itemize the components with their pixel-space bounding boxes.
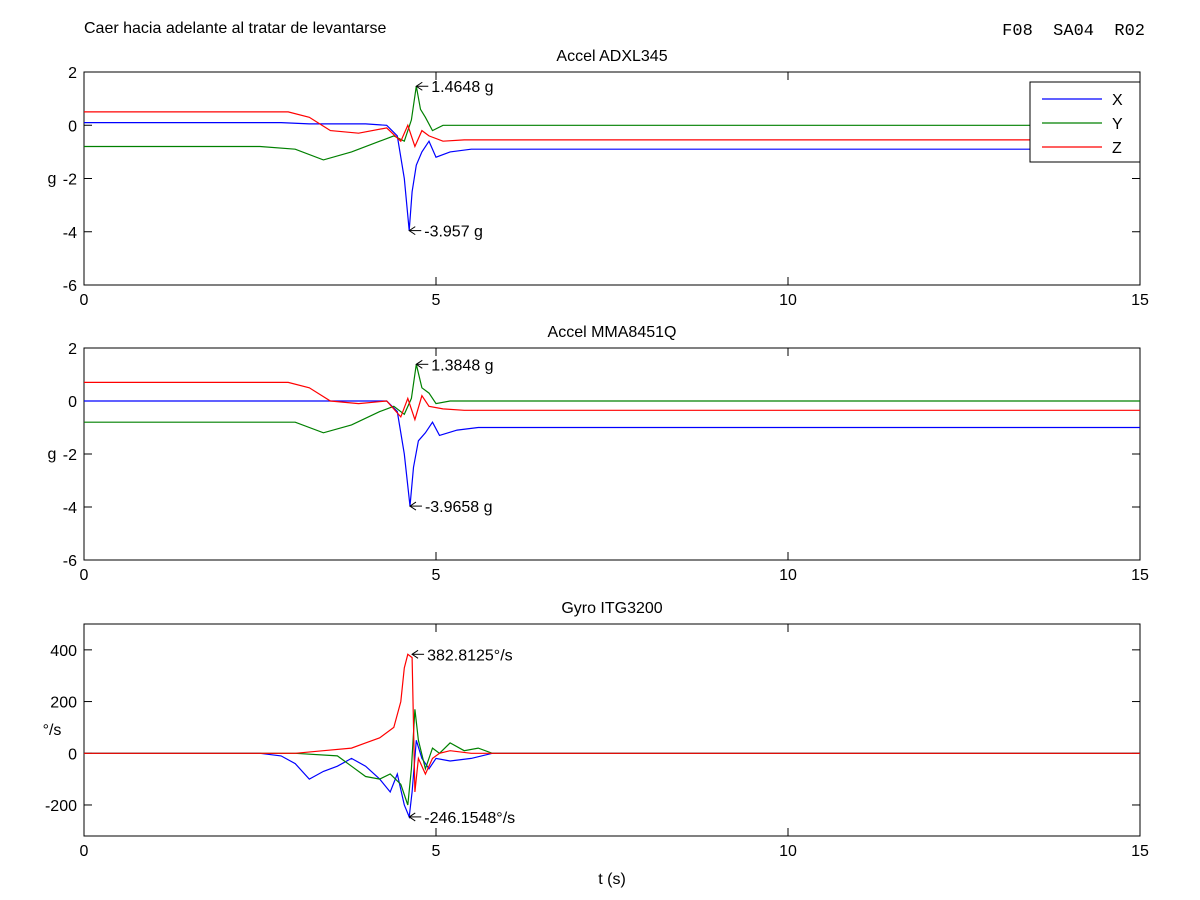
x-tick-label: 15 [1131,843,1149,860]
annotation-label: -3.957 g [424,224,483,241]
x-tick-label: 5 [432,843,441,860]
annotation-arrowhead [409,501,417,511]
series-group [84,364,1140,507]
y-axis-label: g [48,446,57,463]
subplots-group: Accel ADXL345 0 5 10 15 -6 -4 -2 0 2 g 1.4648 g -3.9… [43,48,1149,888]
x-tick-label: 5 [432,567,441,584]
x-tick-label: 10 [779,567,797,584]
y-tick-label: -2 [63,447,77,464]
y-tick-label: -4 [63,225,77,242]
y-tick-label: 400 [50,643,77,660]
y-tick-label: 0 [68,118,77,135]
annotation-label: 1.3848 g [431,357,493,374]
y-tick-label: 2 [68,65,77,82]
legend-label-z: Z [1112,140,1122,157]
y-tick-label: 2 [68,341,77,358]
series-line-x [84,740,1140,820]
x-tick-label: 10 [779,292,797,309]
y-tick-label: -6 [63,278,77,295]
subplot-1: Accel ADXL345 0 5 10 15 -6 -4 -2 0 2 g 1.4648 g -3.9… [48,48,1149,309]
x-axis-label: t (s) [598,871,626,888]
series-line-y [84,364,1140,434]
axes-box [83,623,1141,837]
legend: XYZ [1029,81,1141,163]
annotation-label: -246.1548°/s [424,810,515,827]
x-tick-label: 0 [80,292,89,309]
x-tick-label: 15 [1131,292,1149,309]
y-axis-label: °/s [43,722,62,739]
series-line-x [84,121,1140,231]
annotation-arrowhead [408,226,416,236]
y-tick-label: 0 [68,746,77,763]
x-tick-label: 10 [779,843,797,860]
x-tick-label: 5 [432,292,441,309]
annotation-arrowhead [411,649,419,659]
subplot-2: Accel MMA8451Q 0 5 10 15 -6 -4 -2 0 2 g 1.3848 g -3.… [48,324,1149,584]
x-tick-label: 0 [80,567,89,584]
figure-code: F08 SA04 R02 [1002,22,1145,41]
y-tick-label: 0 [68,394,77,411]
figure-title: Caer hacia adelante al tratar de levanta… [84,20,387,37]
y-tick-label: -6 [63,553,77,570]
legend-label-y: Y [1112,116,1123,133]
subplot-title: Gyro ITG3200 [561,600,662,617]
axes-box [83,347,1141,561]
y-axis-label: g [48,171,57,188]
series-line-z [84,111,1140,149]
series-line-y [84,86,1140,161]
subplot-3: Gyro ITG3200 0 5 10 15 -200 0 200 400 °/s t (s) 382… [43,600,1149,888]
annotation-label: -3.9658 g [425,499,493,516]
series-line-y [84,709,1140,806]
annotation-arrowhead [408,812,416,822]
y-tick-label: -2 [63,172,77,189]
axes-box [83,71,1141,286]
y-tick-label: -4 [63,500,77,517]
x-tick-label: 15 [1131,567,1149,584]
legend-box [1029,81,1141,163]
annotation-label: 382.8125°/s [427,647,513,664]
annotation-label: 1.4648 g [431,79,493,96]
y-tick-label: -200 [45,798,77,815]
subplot-title: Accel MMA8451Q [548,324,677,341]
series-group [84,86,1140,231]
annotation-arrowhead [415,359,423,369]
series-group [84,653,1140,820]
series-line-z [84,381,1140,422]
subplot-title: Accel ADXL345 [556,48,667,65]
x-tick-label: 0 [80,843,89,860]
legend-label-x: X [1112,92,1123,109]
series-line-x [84,400,1140,507]
annotation-arrowhead [415,81,423,91]
series-line-z [84,653,1140,793]
y-tick-label: 200 [50,695,77,712]
